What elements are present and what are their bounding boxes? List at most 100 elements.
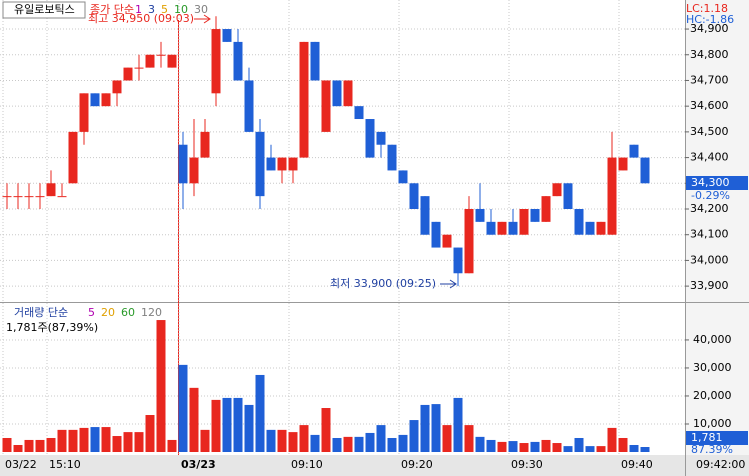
volume-bar bbox=[629, 444, 639, 452]
candle-body bbox=[420, 196, 430, 235]
candle-body bbox=[552, 183, 562, 197]
candle-body bbox=[508, 221, 518, 235]
volume-bar bbox=[13, 444, 23, 452]
candle-body bbox=[486, 221, 496, 235]
candle-body bbox=[398, 170, 408, 184]
candle-body bbox=[321, 80, 331, 132]
volume-bar bbox=[475, 436, 485, 452]
x-tick-label: 09:30 bbox=[511, 458, 543, 471]
volume-bar bbox=[277, 429, 287, 452]
candle-body bbox=[387, 144, 397, 171]
candle-body bbox=[134, 67, 144, 69]
volume-tick-label: 10,000 bbox=[693, 417, 732, 430]
x-tick-label: 03/22 bbox=[5, 458, 37, 471]
candle-body bbox=[618, 157, 628, 171]
volume-bar bbox=[178, 364, 188, 452]
ma-period: 10 bbox=[174, 3, 188, 16]
volume-bar bbox=[35, 439, 45, 452]
volume-bar bbox=[200, 429, 210, 452]
candle-body bbox=[453, 247, 463, 274]
last-change: -0.29% bbox=[691, 189, 730, 202]
volume-bar bbox=[387, 437, 397, 452]
candle-body bbox=[497, 221, 507, 235]
candle-body bbox=[519, 208, 529, 235]
candle-body bbox=[266, 157, 276, 171]
ma-period: 1 bbox=[135, 3, 142, 16]
high-arrow bbox=[194, 14, 211, 24]
y-tick-label: 34,600 bbox=[690, 99, 729, 112]
candle-body bbox=[167, 54, 177, 68]
volume-bar bbox=[288, 432, 298, 452]
candle-body bbox=[376, 131, 386, 145]
volume-bar bbox=[409, 420, 419, 452]
volume-bar bbox=[24, 439, 34, 452]
candle-body bbox=[530, 208, 540, 222]
candle-body bbox=[200, 131, 210, 158]
hc-label: HC:-1.86 bbox=[686, 13, 734, 26]
candle-body bbox=[332, 80, 342, 107]
candle-body bbox=[68, 131, 78, 184]
candle-body bbox=[156, 54, 166, 56]
candle-body bbox=[431, 221, 441, 248]
candle-body bbox=[222, 29, 232, 42]
volume-bar bbox=[508, 441, 518, 452]
volume-bar bbox=[354, 436, 364, 452]
ma-period: 5 bbox=[161, 3, 168, 16]
lc-label: LC:1.18 bbox=[686, 2, 728, 15]
volume-bar bbox=[90, 427, 100, 452]
volume-bar bbox=[310, 434, 320, 452]
ma-label: 종가 단순 bbox=[90, 3, 134, 16]
volume-tick-label: 20,000 bbox=[693, 389, 732, 402]
candle-body bbox=[629, 144, 639, 158]
y-tick-label: 34,200 bbox=[690, 202, 729, 215]
volume-bar bbox=[299, 425, 309, 452]
x-tick-label: 09:10 bbox=[291, 458, 323, 471]
volume-bar bbox=[552, 443, 562, 452]
y-tick-label: 34,000 bbox=[690, 253, 729, 266]
candle-body bbox=[288, 157, 298, 171]
y-tick-label: 34,800 bbox=[690, 48, 729, 61]
volume-bar bbox=[244, 404, 254, 452]
candle-body bbox=[79, 93, 89, 132]
volume-bar bbox=[46, 437, 56, 452]
volume-ma-period: 5 bbox=[88, 306, 95, 319]
volume-tick-label: 30,000 bbox=[693, 361, 732, 374]
volume-bar bbox=[343, 436, 353, 452]
volume-bar bbox=[486, 439, 496, 452]
candle-body bbox=[365, 119, 375, 158]
candle-body bbox=[343, 80, 353, 107]
volume-bar bbox=[211, 399, 221, 452]
candle-body bbox=[90, 93, 100, 107]
volume-bar bbox=[321, 408, 331, 452]
y-tick-label: 33,900 bbox=[690, 279, 729, 292]
candle-body bbox=[563, 183, 573, 209]
x-tick-label: 15:10 bbox=[49, 458, 81, 471]
y-tick-label: 34,400 bbox=[690, 151, 729, 164]
volume-bar bbox=[233, 397, 243, 452]
candle-body bbox=[244, 80, 254, 132]
volume-bar bbox=[145, 415, 155, 452]
candle-body bbox=[464, 208, 474, 274]
right-axis-bg bbox=[685, 0, 749, 476]
ma-period: 3 bbox=[148, 3, 155, 16]
volume-bar bbox=[68, 429, 78, 452]
last-volume-box bbox=[686, 431, 748, 445]
volume-bar bbox=[585, 446, 595, 452]
volume-bar bbox=[640, 447, 650, 452]
volume-bar bbox=[453, 397, 463, 452]
candle-body bbox=[145, 54, 155, 68]
chart-title: 유일로보틱스 bbox=[14, 2, 75, 16]
candle-body bbox=[409, 183, 419, 209]
volume-ma-period: 120 bbox=[141, 306, 162, 319]
volume-ma-period: 20 bbox=[101, 306, 115, 319]
volume-bar bbox=[79, 427, 89, 452]
candle-body bbox=[541, 196, 551, 222]
candle-body bbox=[189, 157, 199, 184]
y-tick-label: 34,900 bbox=[690, 22, 729, 35]
candle-body bbox=[640, 157, 650, 184]
volume-bar bbox=[530, 441, 540, 452]
high-label: 최고 34,950 (09:03) bbox=[88, 12, 194, 25]
volume-bar bbox=[222, 397, 232, 452]
volume-bar bbox=[266, 429, 276, 452]
candle-body bbox=[13, 196, 23, 198]
